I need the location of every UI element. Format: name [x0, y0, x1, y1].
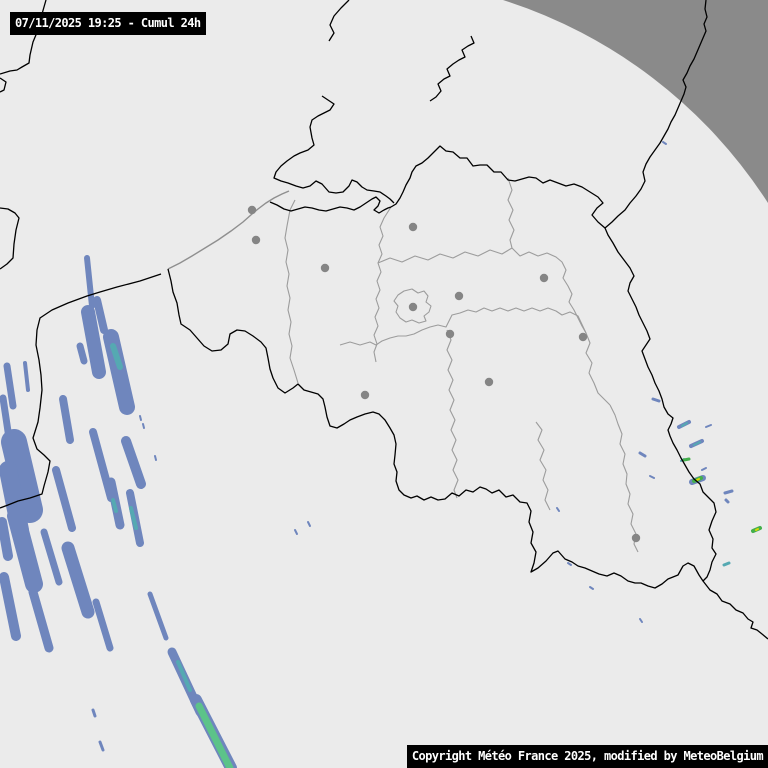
- city-marker: [251, 235, 261, 245]
- city-markers: [247, 205, 641, 543]
- timestamp-label: 07/11/2025 19:25 - Cumul 24h: [10, 12, 206, 35]
- city-marker: [539, 273, 549, 283]
- city-marker: [631, 533, 641, 543]
- city-marker: [320, 263, 330, 273]
- city-marker: [247, 205, 257, 215]
- city-marker: [360, 390, 370, 400]
- city-marker: [454, 291, 464, 301]
- city-marker: [484, 377, 494, 387]
- city-marker: [578, 332, 588, 342]
- radar-range-limit: [503, 0, 768, 203]
- province-borders: [284, 177, 639, 553]
- copyright-label: Copyright Météo France 2025, modified by…: [406, 745, 768, 768]
- coastline: [167, 190, 290, 270]
- city-marker: [445, 329, 455, 339]
- precipitation-layer: [0, 141, 762, 768]
- country-borders: [0, 0, 768, 640]
- city-marker: [408, 302, 418, 312]
- city-marker: [408, 222, 418, 232]
